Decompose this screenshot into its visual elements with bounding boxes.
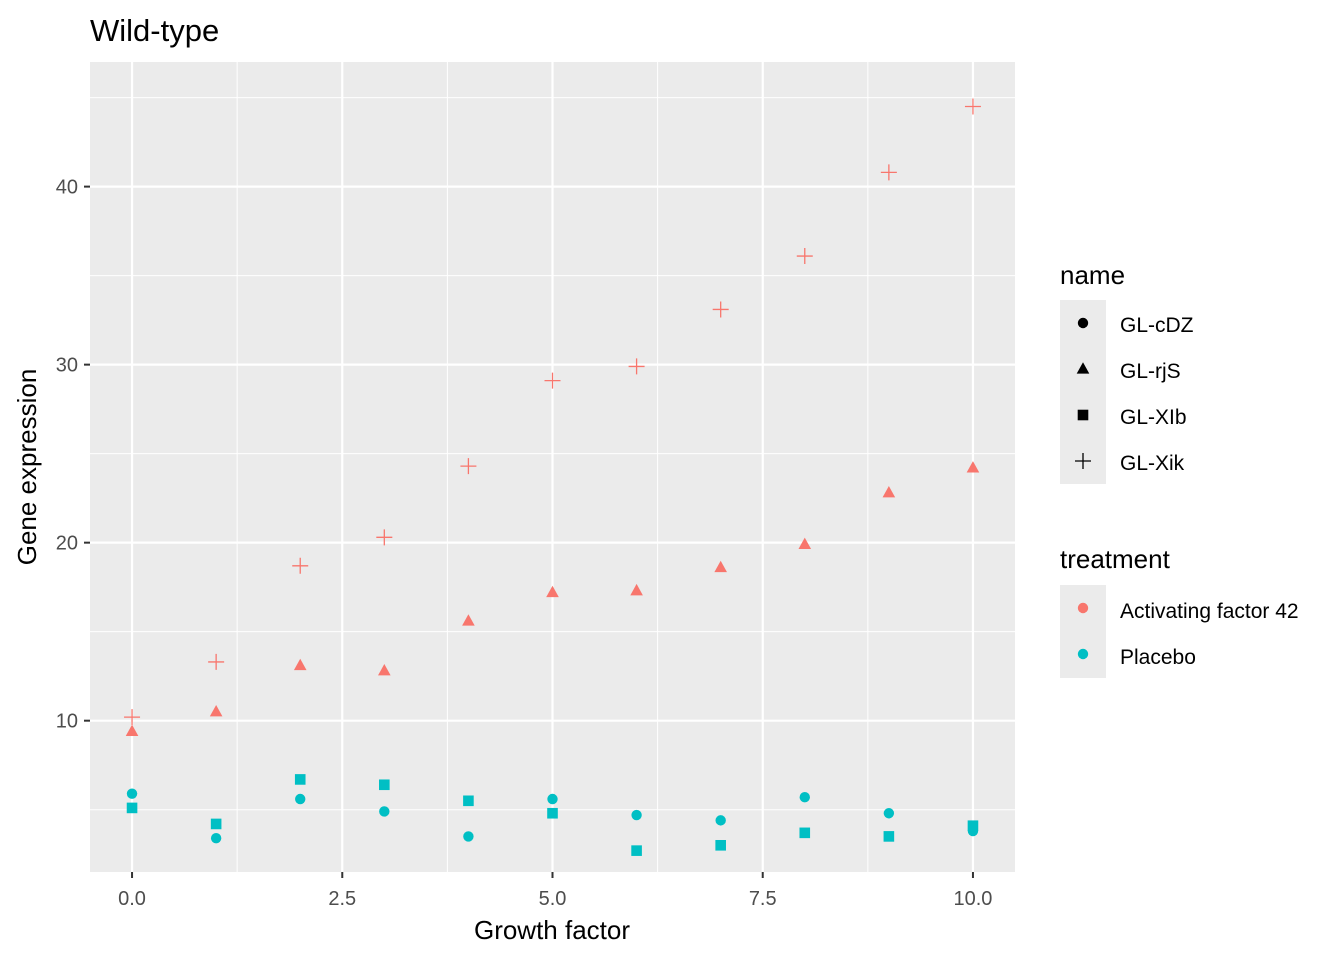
- x-tick-label: 2.5: [328, 888, 356, 910]
- legend-key-triangle: [1076, 362, 1090, 374]
- legend-key-square: [1077, 409, 1089, 421]
- gl-xib-point: [967, 820, 979, 832]
- gl-rjs-point: [882, 486, 896, 498]
- gl-xik-point: [376, 529, 393, 546]
- legend-label-placebo: Placebo: [1120, 646, 1196, 669]
- y-tick-label: 10: [56, 711, 78, 733]
- gl-xib-point: [126, 802, 138, 814]
- gl-rjs-point: [714, 560, 727, 573]
- gl-cdz-point: [631, 809, 642, 821]
- legend-label-gl-rjs: GL-rjS: [1120, 360, 1181, 383]
- y-axis: 10 20 30 40: [56, 177, 90, 733]
- gl-cdz-point: [210, 832, 222, 844]
- x-tick-label: 10.0: [953, 888, 992, 910]
- gl-xik-point: [880, 164, 897, 181]
- gl-rjs-point: [462, 614, 475, 626]
- x-tick-label: 5.0: [539, 888, 567, 910]
- gl-xib-point: [799, 827, 811, 839]
- legend-label-gl-cdz: GL-cDZ: [1120, 314, 1194, 337]
- legend-key-color: [1077, 602, 1089, 614]
- gl-xik-point: [964, 98, 981, 115]
- gl-rjs-point: [209, 704, 223, 717]
- legend-label-activating-factor-42: Activating factor 42: [1120, 600, 1299, 623]
- gl-xik-point: [292, 557, 309, 574]
- gl-cdz-point: [295, 793, 306, 805]
- gl-cdz-point: [883, 808, 895, 819]
- gl-rjs-point: [966, 461, 980, 473]
- x-tick-label: 0.0: [118, 888, 146, 910]
- gl-cdz-point: [547, 793, 558, 805]
- gl-xib-point: [715, 839, 726, 851]
- color-legend-title: treatment: [1060, 544, 1171, 574]
- y-tick-label: 30: [56, 355, 78, 377]
- gl-rjs-point: [378, 664, 391, 676]
- shape-legend-title: name: [1060, 260, 1125, 290]
- gl-cdz-point: [126, 788, 138, 799]
- legend-key-plus: [1075, 453, 1091, 469]
- gl-xik-point: [460, 458, 477, 475]
- gl-cdz-point: [379, 806, 390, 817]
- shape-legend-keys: [1075, 317, 1091, 469]
- gl-cdz-point: [463, 831, 474, 842]
- gl-rjs-point: [798, 537, 812, 550]
- y-axis-title: Gene expression: [12, 369, 42, 566]
- shape-legend: name GL-cDZ GL-rjS GL-XIb GL-Xik: [1060, 260, 1194, 484]
- gl-rjs-point: [125, 724, 139, 736]
- gl-xib-point: [294, 774, 306, 785]
- gl-xik-point: [796, 248, 813, 265]
- legend-key-color: [1077, 648, 1089, 660]
- gl-rjs-point: [630, 583, 643, 596]
- gl-cdz-point: [799, 792, 810, 803]
- gl-xik-point: [712, 301, 729, 318]
- color-legend-keys: [1077, 602, 1089, 660]
- gl-xik-point: [628, 358, 645, 375]
- x-axis-title: Growth factor: [474, 915, 630, 945]
- color-legend-keys-background: [1060, 585, 1106, 678]
- y-tick-label: 20: [56, 533, 78, 555]
- legend-key-circle: [1077, 317, 1089, 329]
- gl-xib-point: [210, 818, 222, 830]
- gl-xik-point: [124, 709, 141, 726]
- gl-xib-point: [379, 779, 390, 791]
- color-legend: treatment Activating factor 42 Placebo: [1060, 544, 1299, 678]
- gl-xib-point: [463, 795, 474, 807]
- gl-xib-point: [631, 845, 642, 856]
- chart-title: Wild-type: [90, 13, 219, 48]
- legend-label-gl-xib: GL-XIb: [1120, 406, 1187, 429]
- y-tick-label: 40: [56, 177, 78, 199]
- gl-xib-point: [547, 807, 558, 819]
- data-points: [124, 98, 981, 856]
- gl-xib-point: [883, 831, 895, 842]
- gl-cdz-point: [715, 815, 726, 826]
- gl-xik-point: [544, 372, 561, 389]
- gl-xik-point: [208, 653, 225, 670]
- gl-rjs-point: [546, 585, 559, 598]
- gl-rjs-point: [293, 658, 307, 671]
- x-axis: 0.0 2.5 5.0 7.5 10.0: [118, 872, 992, 910]
- legend-label-gl-xik: GL-Xik: [1120, 452, 1185, 475]
- x-tick-label: 7.5: [749, 888, 777, 910]
